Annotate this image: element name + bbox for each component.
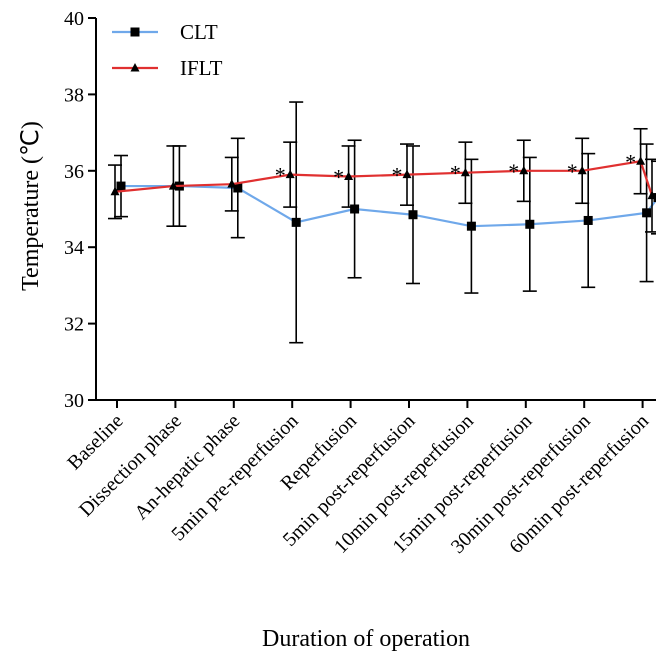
clt-point — [525, 219, 535, 229]
y-tick-label: 32 — [64, 314, 84, 336]
x-axis-title: Duration of operation — [262, 626, 470, 652]
iflt-point — [402, 169, 412, 179]
y-axis-title: Temperature (℃) — [18, 121, 44, 291]
significance-asterisk: * — [450, 161, 461, 186]
clt-line — [121, 184, 656, 228]
series-clt — [114, 101, 656, 344]
iflt-point — [285, 169, 295, 179]
x-tick-label: An-hepatic phase — [130, 410, 244, 524]
iflt-point — [460, 167, 470, 177]
legend-swatch-marker — [130, 63, 140, 72]
legend: CLT IFLT — [112, 20, 223, 80]
y-tick-label: 36 — [64, 161, 84, 183]
y-tick-label: 40 — [64, 8, 84, 30]
series-iflt — [108, 127, 656, 233]
clt-point — [116, 181, 126, 191]
y-ticks: 30 32 34 36 38 40 — [64, 8, 96, 412]
legend-item-clt: CLT — [112, 20, 218, 44]
y-tick-label: 38 — [64, 84, 84, 106]
clt-point — [291, 217, 301, 227]
iflt-point — [227, 179, 237, 188]
legend-swatch-marker — [130, 27, 140, 37]
iflt-point — [344, 171, 354, 181]
legend-label: CLT — [180, 20, 218, 44]
clt-point — [408, 210, 418, 220]
y-tick-label: 34 — [64, 237, 84, 259]
iflt-point — [577, 165, 587, 175]
significance-asterisk: * — [392, 163, 403, 188]
significance-markers: ******** — [275, 149, 636, 190]
series-layer — [108, 101, 656, 344]
y-tick-label: 30 — [64, 390, 84, 412]
clt-point — [233, 183, 243, 193]
clt-point — [642, 208, 652, 218]
clt-point — [583, 215, 593, 225]
clt-point — [350, 204, 360, 214]
iflt-point — [636, 156, 646, 165]
legend-item-iflt: IFLT — [112, 56, 223, 80]
significance-asterisk: * — [275, 163, 286, 188]
legend-label: IFLT — [180, 56, 223, 80]
iflt-point — [519, 165, 529, 175]
significance-asterisk: * — [567, 159, 578, 184]
iflt-point — [647, 190, 656, 200]
clt-point — [466, 221, 476, 231]
iflt-point — [168, 181, 178, 190]
significance-asterisk: * — [333, 165, 344, 190]
iflt-point — [110, 186, 120, 196]
x-tick-label: Dissection phase — [75, 410, 186, 521]
significance-asterisk: * — [625, 149, 636, 174]
significance-asterisk: * — [508, 159, 519, 184]
